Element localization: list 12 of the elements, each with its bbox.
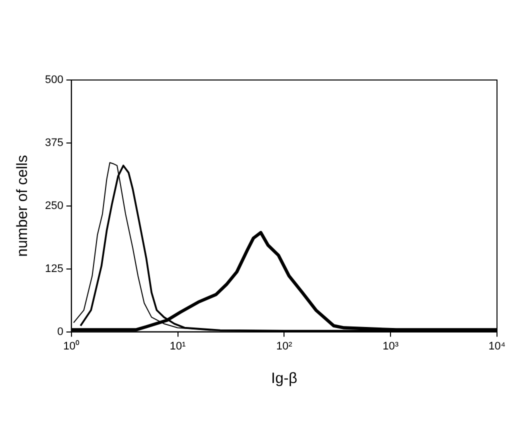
y-tick-label: 500 [44,74,64,86]
x-tick-label: 10⁰ [63,339,80,352]
y-tick-label: 125 [44,262,64,275]
x-tick-label: 10² [276,340,292,352]
x-tick-label: 10⁴ [488,340,506,352]
y-axis-title: number of cells [14,155,32,257]
y-tick-label: 375 [44,136,64,149]
x-tick-label: 10³ [382,340,399,352]
y-tick-label: 250 [44,200,64,212]
y-tick-label: 0 [57,326,64,338]
x-tick-label: 10¹ [170,340,186,352]
x-axis-title: Ig-β [271,370,298,388]
